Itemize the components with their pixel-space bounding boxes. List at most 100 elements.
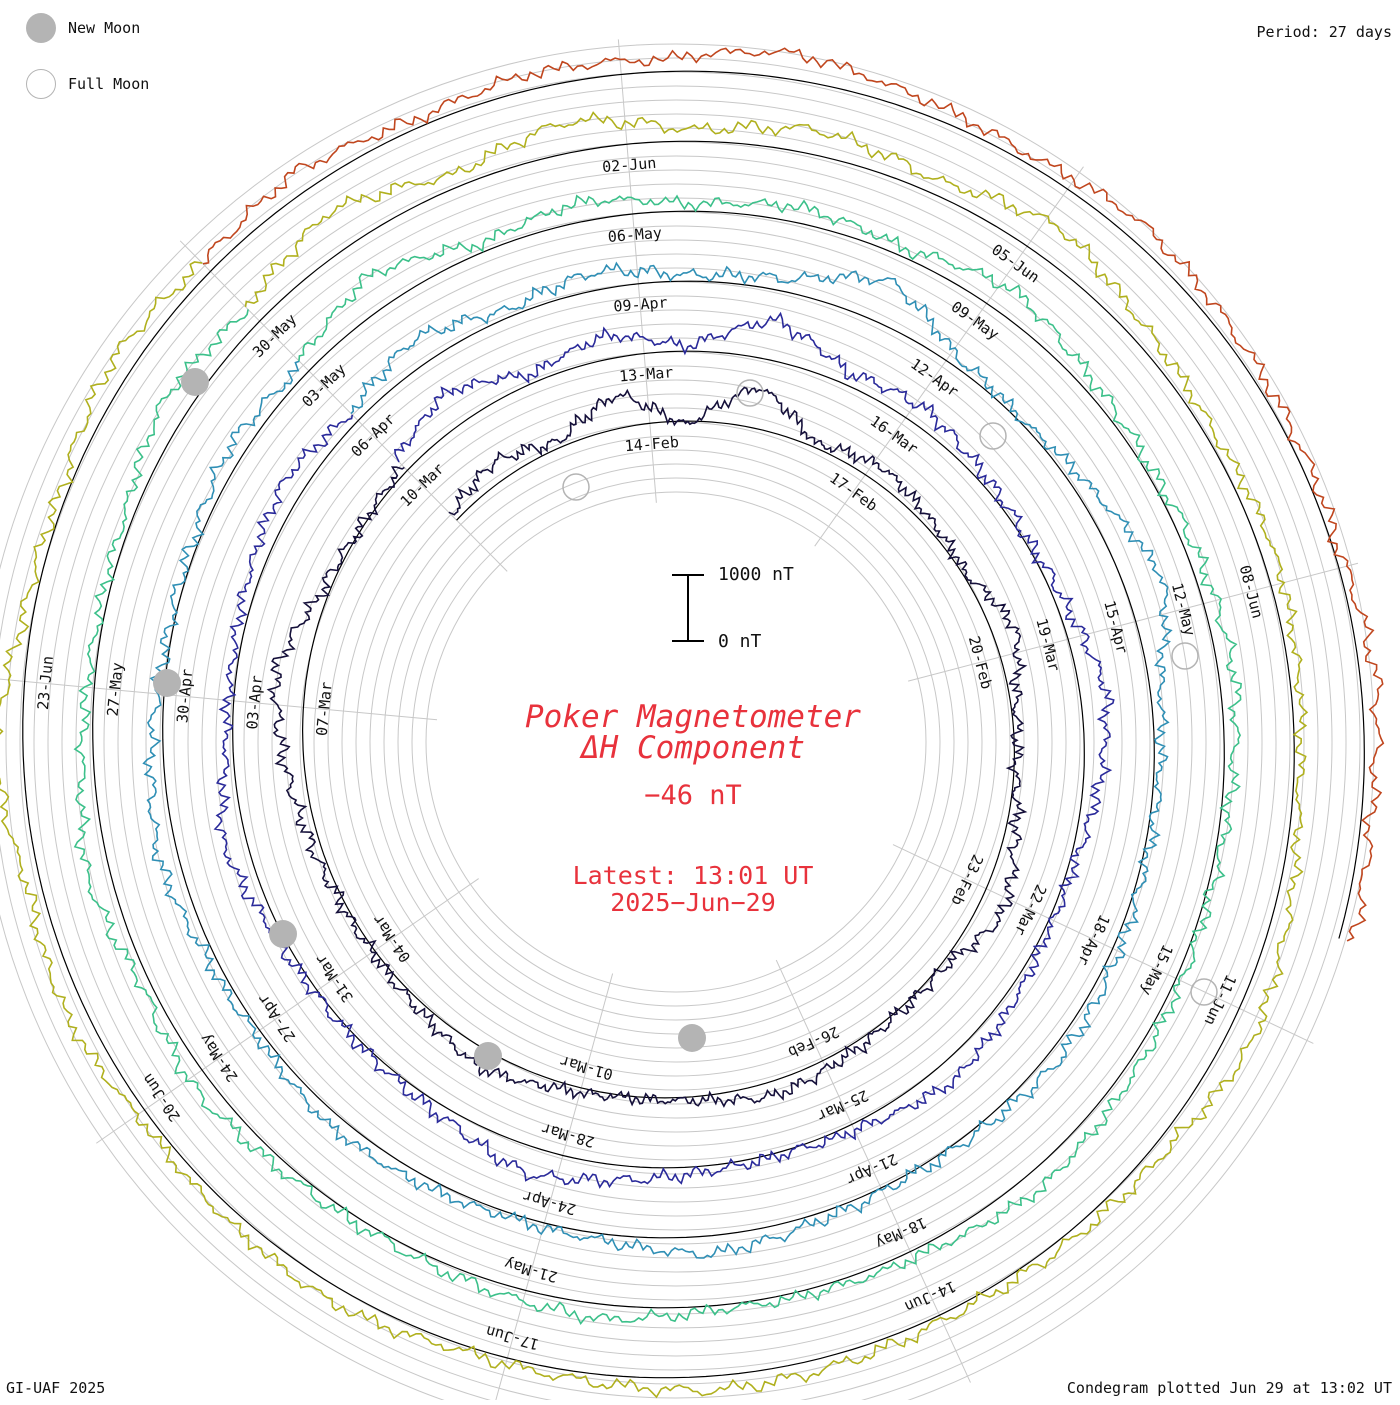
grid-layer [0,39,1375,1405]
grid-spoke [775,959,971,1383]
grid-ring [369,435,983,1049]
grid-ring [215,281,1137,1203]
new-moon-marker [269,920,297,948]
date-label: 01-Mar [558,1052,615,1084]
grid-ring [397,463,955,1021]
baseline-turn [92,210,1225,1309]
baseline-turn [209,70,1365,939]
grid-ring [271,337,1081,1147]
date-label: 28-Mar [539,1119,596,1151]
series-trace [213,311,1115,1189]
plotted-label: Condegram plotted Jun 29 at 13:02 UT [1066,1379,1392,1397]
date-label: 12-May [1168,581,1199,638]
date-label: 08-Jun [1236,563,1267,620]
grid-spoke [617,39,657,503]
grid-ring [19,85,1333,1399]
date-label: 07-Mar [313,681,336,737]
grid-ring [89,155,1263,1329]
new-moon-marker [153,669,181,697]
chart-title-line1: Poker Magnetometer [525,699,861,735]
grid-spoke [96,878,479,1144]
grid-ring [145,211,1207,1273]
grid-spoke [0,678,438,721]
grid-ring [299,365,1053,1119]
grid-ring [285,351,1067,1133]
grid-ring [103,169,1249,1315]
grid-ring [0,57,1361,1405]
period-label: Period: 27 days [1256,23,1392,41]
latest-time: Latest: 13:01 UT [573,861,814,890]
baseline-turn [232,350,1085,1169]
date-label: 14-Feb [624,433,679,455]
date-label: 20-Feb [965,634,996,691]
legend-new-moon: New Moon [26,13,140,43]
date-label: 23-Jun [34,655,57,711]
grid-ring [47,113,1305,1371]
series-trace [142,261,1173,1259]
new-moon-marker [181,368,209,396]
baseline-turn [301,420,1016,1099]
grid-spoke [493,973,614,1405]
date-label: 27-Apr [254,991,300,1046]
grid-ring [61,127,1291,1357]
grid-ring [201,267,1151,1217]
date-label: 02-Jun [601,154,656,176]
grid-spoke [179,240,508,572]
date-label: 15-Apr [1100,599,1131,656]
grid-ring [117,183,1235,1301]
grid-ring [341,407,1011,1077]
series-layer [0,47,1385,1399]
grid-ring [411,477,941,1007]
legend-full-moon-label: Full Moon [68,75,150,93]
new-moon-marker [474,1042,502,1070]
grid-spoke [814,166,1084,547]
full-moon-icon [26,69,56,99]
date-label: 03-Apr [243,675,266,731]
series-trace [73,194,1242,1325]
full-moon-marker [562,473,590,501]
date-label: 06-May [607,224,662,246]
grid-ring [243,309,1109,1175]
legend-full-moon: Full Moon [26,69,149,99]
credit-label: GI-UAF 2025 [6,1379,106,1397]
grid-ring [257,323,1095,1161]
scale-bar: 1000 nT 0 nT [672,564,794,652]
grid-ring [187,253,1165,1231]
full-moon-marker [1171,642,1199,670]
date-label: 04-Mar [369,911,415,966]
grid-ring [159,225,1193,1259]
moon-marker-layer [153,368,1218,1070]
date-label: 21-May [502,1254,559,1286]
grid-ring [5,71,1347,1405]
grid-ring [229,295,1123,1189]
series-trace [266,386,1028,1108]
grid-ring [75,141,1277,1343]
date-label: 17-Jun [484,1322,541,1354]
date-label: 13-Mar [618,363,673,385]
series-trace [0,111,1309,1399]
new-moon-icon [26,13,56,43]
date-label: 09-Apr [613,293,668,315]
series-trace [202,47,1385,942]
scale-bar-bottom-label: 0 nT [718,631,762,652]
current-value: −46 nT [644,780,742,811]
date-label: 24-May [196,1030,242,1085]
grid-ring [383,449,969,1035]
grid-spoke [892,844,1314,1044]
latest-date: 2025−Jun−29 [610,888,776,917]
grid-ring [313,379,1039,1105]
grid-ring [173,239,1179,1245]
legend-new-moon-label: New Moon [68,19,141,37]
date-label: 19-Mar [1032,616,1063,673]
scale-bar-top-label: 1000 nT [718,564,794,585]
full-moon-marker [1190,978,1218,1006]
baseline-turn [22,140,1295,1379]
full-moon-marker [736,379,764,407]
grid-ring [0,43,1375,1405]
full-moon-marker [979,422,1007,450]
grid-ring [425,491,927,993]
grid-ring [33,99,1319,1385]
date-label: 27-May [104,662,127,718]
